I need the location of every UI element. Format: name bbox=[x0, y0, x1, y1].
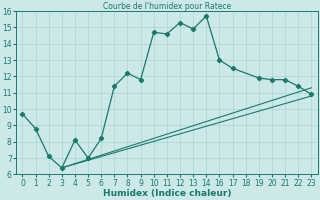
X-axis label: Humidex (Indice chaleur): Humidex (Indice chaleur) bbox=[103, 189, 231, 198]
Title: Courbe de l'humidex pour Ratece: Courbe de l'humidex pour Ratece bbox=[103, 2, 231, 11]
